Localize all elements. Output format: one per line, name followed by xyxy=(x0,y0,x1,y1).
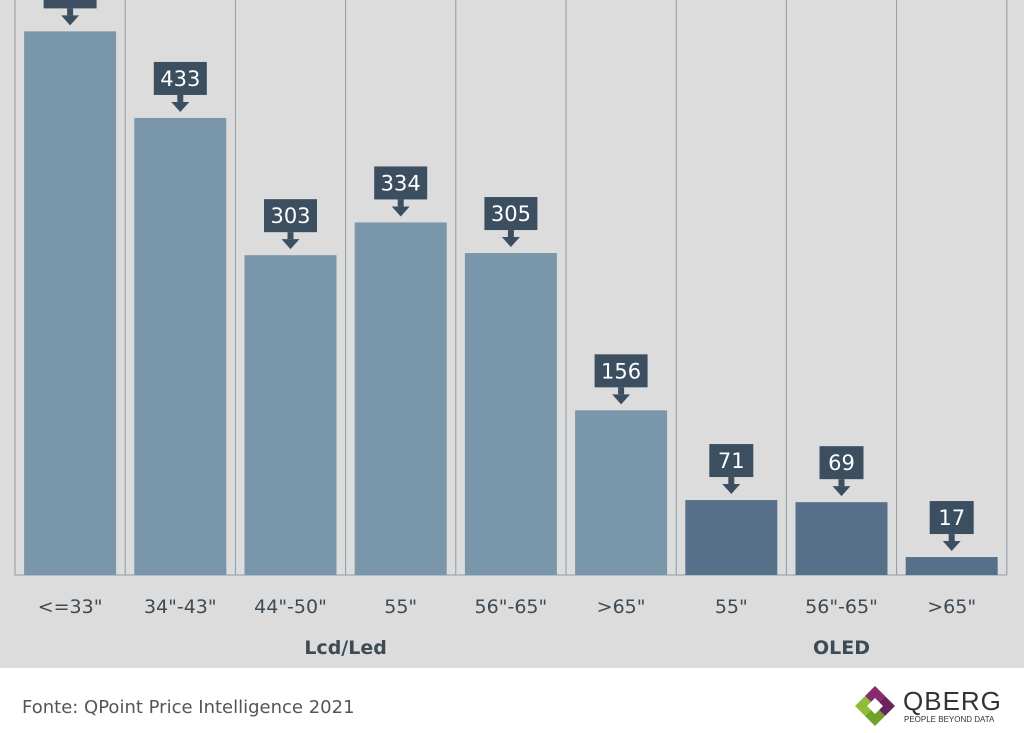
category-label: 55" xyxy=(384,596,417,618)
data-label: 334 xyxy=(381,171,421,195)
data-label-arrow-stem xyxy=(838,479,845,487)
data-label-arrow-icon xyxy=(171,101,190,112)
data-label-box xyxy=(929,501,974,535)
data-label-arrow-icon xyxy=(722,484,741,495)
category-label: 56"-65" xyxy=(805,596,878,618)
chart-area: 515 <=33" 433 34"-43" 303 44"-50" 334 55" 305 56"… xyxy=(0,0,1024,668)
data-label: 303 xyxy=(270,204,310,228)
category-label: 44"-50" xyxy=(254,596,327,618)
data-label: 69 xyxy=(828,451,855,475)
logo-name: QBERG xyxy=(903,686,1002,716)
qberg-logo-mark xyxy=(855,686,895,726)
data-label-box xyxy=(484,197,538,231)
data-label-arrow-icon xyxy=(832,486,851,497)
data-label-box xyxy=(264,199,317,233)
qberg-logo: QBERG PEOPLE BEYOND DATA xyxy=(853,684,1003,730)
data-label-box xyxy=(43,0,97,9)
bar xyxy=(464,253,557,576)
category-label: <=33" xyxy=(38,596,103,618)
data-label-arrow-stem xyxy=(67,8,74,16)
data-label-arrow-stem xyxy=(728,477,735,485)
data-label: 515 xyxy=(50,0,90,4)
data-label-arrow-stem xyxy=(507,230,514,238)
logo-tagline: PEOPLE BEYOND DATA xyxy=(904,715,995,724)
data-label-box xyxy=(374,166,428,200)
bar xyxy=(795,502,888,575)
data-label-arrow-stem xyxy=(177,94,184,102)
data-label-arrow-icon xyxy=(501,237,520,248)
data-label-box xyxy=(709,444,754,478)
data-label-arrow-stem xyxy=(287,232,294,240)
category-label: >65" xyxy=(597,596,646,618)
bar xyxy=(134,117,227,575)
data-label-arrow-icon xyxy=(612,394,631,405)
group-label: Lcd/Led xyxy=(304,637,387,659)
data-label: 17 xyxy=(938,506,965,530)
group-label: OLED xyxy=(813,637,870,659)
data-label-box xyxy=(153,61,207,95)
bar xyxy=(24,31,117,575)
data-label: 156 xyxy=(601,359,641,383)
data-label-box xyxy=(819,446,864,480)
data-label: 71 xyxy=(718,449,745,473)
data-label-arrow-stem xyxy=(618,387,625,395)
bar xyxy=(905,557,998,575)
data-label-arrow-stem xyxy=(948,534,955,542)
data-label-arrow-icon xyxy=(281,239,300,250)
data-label-arrow-icon xyxy=(391,206,410,217)
data-label-arrow-stem xyxy=(397,199,404,207)
bar xyxy=(575,410,668,575)
data-label-box xyxy=(594,354,648,388)
category-label: >65" xyxy=(927,596,976,618)
category-label: 34"-43" xyxy=(144,596,217,618)
data-label: 433 xyxy=(160,67,200,91)
bar xyxy=(354,222,447,575)
category-label: 56"-65" xyxy=(475,596,548,618)
source-note: Fonte: QPoint Price Intelligence 2021 xyxy=(22,697,355,718)
data-label: 305 xyxy=(491,202,531,226)
data-label-arrow-icon xyxy=(61,15,80,26)
bar xyxy=(685,500,778,575)
bar xyxy=(244,255,337,575)
data-label-arrow-icon xyxy=(942,541,961,552)
category-label: 55" xyxy=(715,596,748,618)
bar-chart: 515 <=33" 433 34"-43" 303 44"-50" 334 55" 305 56"… xyxy=(14,0,1008,659)
